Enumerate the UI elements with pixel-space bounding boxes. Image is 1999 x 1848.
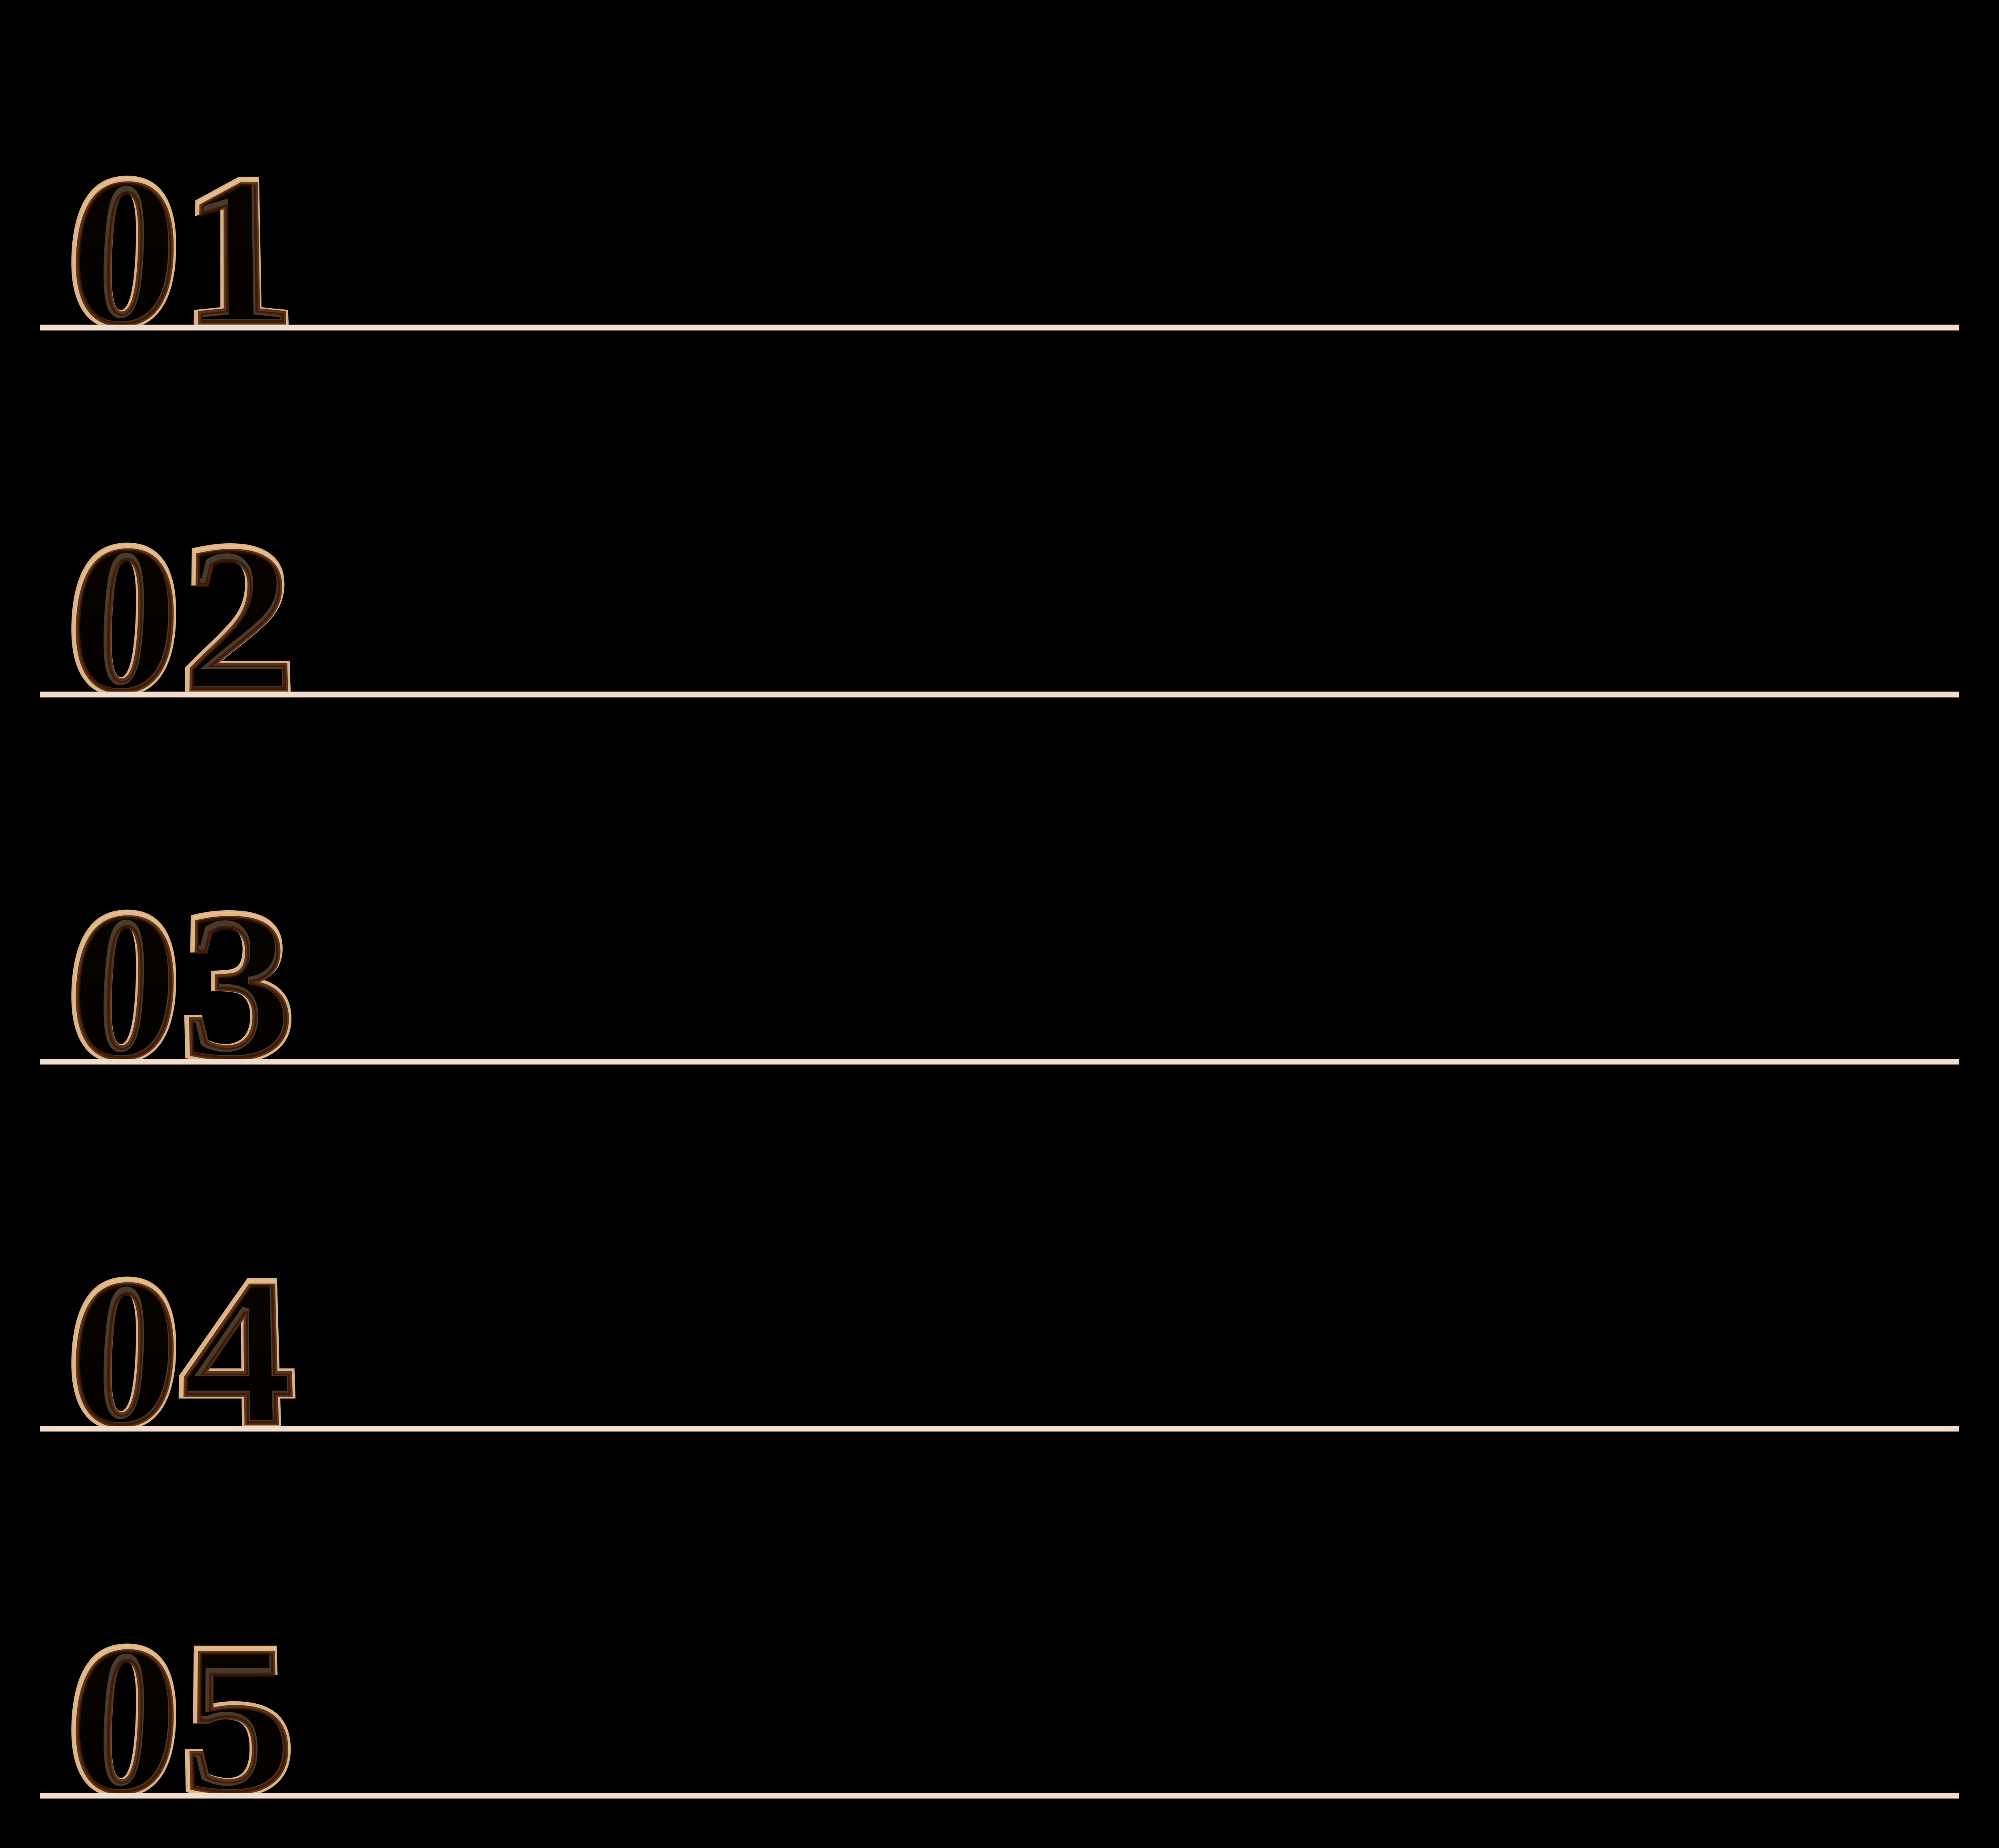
list-item: 04: [40, 1131, 1959, 1432]
number-digit: 4: [177, 1266, 295, 1441]
number-digit: 1: [177, 165, 295, 340]
number-digit: 3: [177, 899, 295, 1074]
number-digit: 0: [59, 532, 180, 707]
row-underline: [40, 325, 1959, 331]
number-digit: 5: [177, 1633, 295, 1808]
list-item: 01: [40, 30, 1959, 331]
numbered-list: 01 02 03 04 05: [0, 0, 1999, 1819]
row-number: 05: [59, 1633, 295, 1808]
row-number: 02: [59, 532, 295, 707]
row-number: 01: [59, 165, 295, 340]
number-digit: 2: [177, 532, 295, 707]
row-number: 04: [59, 1266, 295, 1441]
row-underline: [40, 1426, 1959, 1432]
number-digit: 0: [59, 165, 180, 340]
number-digit: 0: [59, 1633, 180, 1808]
row-underline: [40, 1059, 1959, 1065]
list-item: 03: [40, 764, 1959, 1065]
number-digit: 0: [59, 1266, 180, 1441]
list-item: 02: [40, 397, 1959, 698]
number-digit: 0: [59, 899, 180, 1074]
list-item: 05: [40, 1498, 1959, 1799]
row-underline: [40, 692, 1959, 698]
row-number: 03: [59, 899, 295, 1074]
row-underline: [40, 1793, 1959, 1799]
